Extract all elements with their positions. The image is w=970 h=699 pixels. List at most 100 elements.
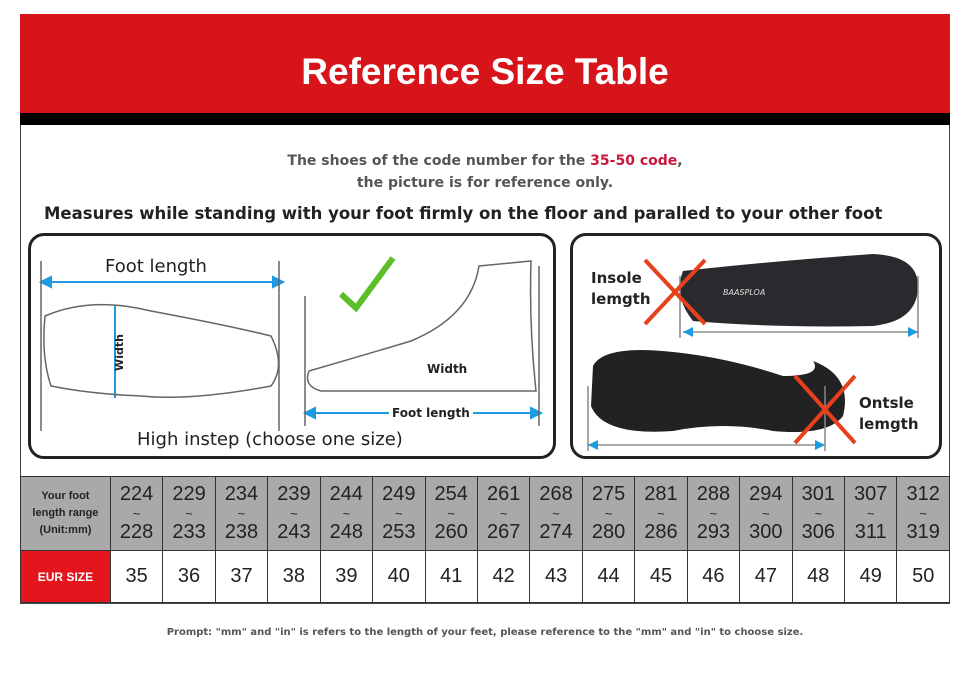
range-max: 260	[434, 521, 468, 543]
range-max: 267	[486, 521, 521, 543]
width-label-side: Width	[427, 362, 468, 376]
row-header-eur-size: EUR SIZE	[20, 550, 111, 603]
eur-size-cell: 45	[634, 550, 688, 603]
length-range-cell: 275 ~280	[581, 476, 636, 551]
length-range-cell: 281 ~286	[634, 476, 688, 551]
range-min: 301	[801, 483, 835, 505]
length-range-cell: 301 ~306	[791, 476, 846, 551]
eur-size-cell: 38	[267, 550, 321, 603]
eur-size-cell: 35	[109, 550, 164, 603]
length-range-cell: 307 ~311	[843, 476, 898, 551]
prompt-note: Prompt: "mm" and "in" is refers to the l…	[166, 627, 804, 638]
note-line1: The shoes of the code number for the 35-…	[20, 153, 950, 169]
range-min: 249	[382, 483, 416, 505]
tilde: ~	[185, 506, 193, 521]
range-min: 224	[119, 483, 154, 505]
range-min: 254	[434, 483, 468, 505]
outsole-label: Ontsle lemgth	[859, 394, 919, 433]
tilde: ~	[762, 506, 770, 521]
eur-size-cell: 50	[896, 550, 950, 603]
eur-size-cell: 49	[843, 550, 898, 603]
range-max: 248	[329, 521, 364, 543]
eur-size-cell: 40	[372, 550, 426, 603]
brand-logo: BAASPLOA	[723, 288, 766, 297]
header-line: Your foot	[41, 490, 90, 502]
tilde: ~	[657, 506, 665, 521]
size-table: Your foot length range (Unit:mm) 224 ~228 22…	[20, 476, 950, 603]
tilde: ~	[342, 506, 351, 521]
range-max: 306	[801, 521, 835, 543]
range-max: 319	[906, 521, 940, 543]
note-text: ,	[677, 153, 683, 169]
range-min: 288	[696, 483, 731, 505]
range-min: 234	[224, 483, 259, 505]
tilde: ~	[604, 506, 613, 521]
range-min: 294	[749, 483, 783, 505]
range-min: 239	[277, 483, 311, 505]
range-max: 233	[172, 521, 206, 543]
length-range-cell: 294 ~300	[739, 476, 793, 551]
eur-size-cell: 41	[424, 550, 478, 603]
sole-illustration	[587, 254, 919, 451]
eur-size-cell: 48	[791, 550, 846, 603]
length-range-cell: 268 ~274	[529, 476, 583, 551]
range-min: 307	[854, 483, 888, 505]
eur-size-cell: 42	[476, 550, 531, 603]
range-max: 311	[854, 521, 887, 543]
range-max: 300	[749, 521, 783, 543]
eur-size-cell: 36	[162, 550, 216, 603]
length-range-cell: 229 ~233	[162, 476, 216, 551]
range-max: 274	[539, 521, 573, 543]
range-min: 275	[591, 483, 626, 505]
range-max: 243	[277, 521, 311, 543]
width-label-top: Width	[112, 334, 126, 371]
length-range-cell: 288 ~293	[686, 476, 741, 551]
length-range-cell: 234 ~238	[214, 476, 269, 551]
range-min: 268	[539, 483, 573, 505]
length-range-cell: 312 ~319	[896, 476, 950, 551]
tilde: ~	[709, 506, 718, 521]
divider	[20, 113, 950, 125]
eur-size-cell: 37	[214, 550, 269, 603]
header-line: length range	[32, 507, 99, 519]
eur-size-cell: 43	[529, 550, 583, 603]
page-title: Reference Size Table	[20, 14, 950, 113]
tilde: ~	[447, 506, 456, 521]
foot-measure-panel: Foot length Width Width Foot length High…	[28, 233, 556, 459]
length-range-cell: 254 ~260	[424, 476, 478, 551]
insole-outsole-panel: BAASPLOA Insole lemgth Ontsle lemgth	[570, 233, 942, 459]
length-range-cell: 261 ~267	[476, 476, 531, 551]
note-line2: the picture is for reference only.	[356, 175, 614, 191]
range-min: 244	[329, 483, 364, 505]
measure-instruction: Measures while standing with your foot f…	[44, 204, 883, 223]
header-line: (Unit:mm)	[39, 524, 92, 536]
code-highlight: 35-50 code	[590, 153, 678, 169]
tilde: ~	[499, 506, 508, 521]
note-text: The shoes of the code number for the	[287, 153, 591, 169]
foot-length-label-small: Foot length	[389, 406, 473, 420]
tilde: ~	[866, 506, 875, 521]
range-min: 281	[644, 483, 678, 505]
tilde: ~	[132, 506, 141, 521]
tilde: ~	[919, 506, 928, 521]
range-max: 286	[644, 521, 678, 543]
range-max: 293	[696, 521, 731, 543]
length-range-cell: 249 ~253	[372, 476, 426, 551]
range-min: 312	[906, 483, 940, 505]
range-max: 253	[382, 521, 416, 543]
range-max: 228	[119, 521, 154, 543]
tilde: ~	[237, 506, 246, 521]
length-range-cell: 239 ~243	[267, 476, 321, 551]
high-instep-label: High instep (choose one size)	[137, 429, 403, 450]
length-range-cell: 244 ~248	[319, 476, 374, 551]
tilde: ~	[394, 506, 403, 521]
foot-length-label: Foot length	[105, 256, 207, 277]
tilde: ~	[814, 506, 823, 521]
eur-size-row: EUR SIZE 35 36 37 38 39 40 41 42 43 44 45 46 47 48 49 5…	[20, 550, 950, 603]
tilde: ~	[552, 506, 560, 521]
row-header-foot-length: Your foot length range (Unit:mm)	[20, 476, 111, 551]
eur-size-cell: 47	[739, 550, 793, 603]
range-max: 238	[224, 521, 259, 543]
length-range-cell: 224 ~228	[109, 476, 164, 551]
range-min: 261	[486, 483, 521, 505]
